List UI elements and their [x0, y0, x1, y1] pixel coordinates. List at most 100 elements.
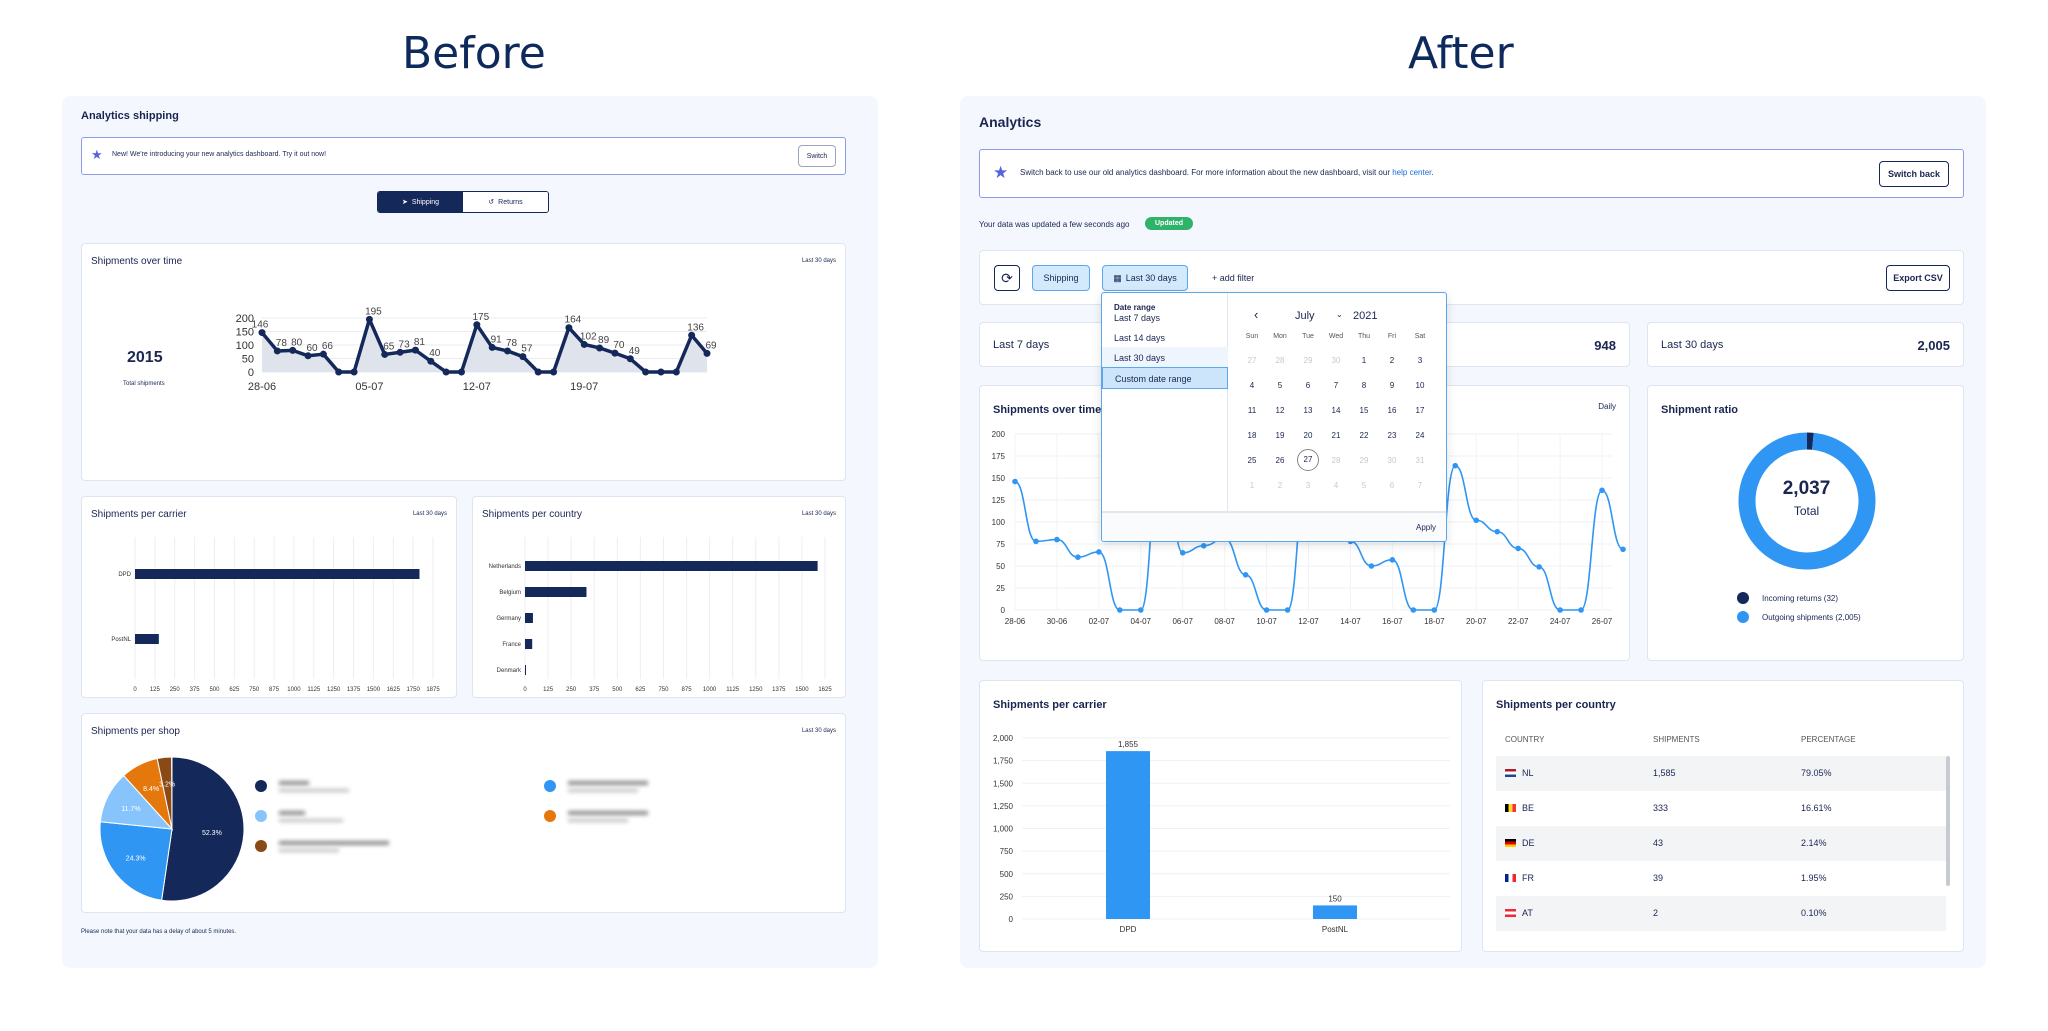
calendar-day[interactable]: 3 — [1305, 481, 1311, 490]
calendar-day[interactable]: 19 — [1275, 431, 1285, 440]
calendar-day[interactable]: 14 — [1331, 406, 1341, 415]
table-row[interactable]: BE 333 16.61% — [1496, 791, 1946, 826]
calendar-day[interactable]: 25 — [1247, 456, 1257, 465]
x-tick-label: 18-07 — [1424, 617, 1445, 626]
legend-dot — [1737, 592, 1749, 604]
send-icon: ➤ — [401, 199, 408, 206]
calendar-day[interactable]: 28 — [1331, 456, 1341, 465]
calendar-day[interactable]: 18 — [1247, 431, 1257, 440]
table-cell: 1,585 — [1653, 768, 1676, 778]
table-row[interactable]: AT 2 0.10% — [1496, 896, 1946, 931]
data-point — [1033, 538, 1039, 545]
table-cell: 79.05% — [1801, 768, 1832, 778]
returns-tab[interactable]: ↺ Returns — [463, 192, 548, 212]
y-tick-label: 75 — [996, 540, 1005, 549]
data-label: 65 — [383, 341, 395, 352]
range-option-14[interactable]: Last 14 days — [1114, 333, 1166, 343]
calendar-day[interactable]: 28 — [1275, 356, 1285, 365]
apply-button[interactable]: Apply — [1415, 523, 1436, 532]
calendar-day[interactable]: 27 — [1247, 356, 1257, 365]
y-tick-label: 175 — [992, 452, 1006, 461]
help-center-link[interactable]: help center — [1392, 168, 1432, 177]
calendar-day[interactable]: 21 — [1331, 431, 1341, 440]
range-option-7[interactable]: Last 7 days — [1114, 313, 1161, 323]
range-option-custom[interactable]: Custom date range — [1102, 367, 1228, 389]
add-filter-button[interactable]: + add filter — [1212, 273, 1255, 283]
calendar-day[interactable]: 7 — [1333, 381, 1339, 390]
switch-back-button[interactable]: Switch back — [1879, 161, 1949, 187]
data-point — [289, 346, 297, 354]
switch-button[interactable]: Switch — [798, 145, 836, 167]
data-point — [473, 321, 481, 329]
stat-value: 948 — [1594, 338, 1616, 353]
calendar-day[interactable]: 5 — [1277, 381, 1283, 390]
calendar-day[interactable]: 4 — [1249, 381, 1255, 390]
x-tick-label: 625 — [635, 687, 646, 693]
calendar-day[interactable]: 4 — [1333, 481, 1339, 490]
category-label: Germany — [496, 616, 521, 622]
data-label: 78 — [506, 338, 518, 349]
weekday-label: Wed — [1328, 333, 1344, 340]
calendar-day[interactable]: 16 — [1387, 406, 1397, 415]
card-title: Shipments over time — [91, 256, 183, 267]
slice-label: 8.4% — [143, 786, 159, 793]
calendar-day[interactable]: 15 — [1359, 406, 1369, 415]
calendar-day[interactable]: 8 — [1361, 381, 1367, 390]
shipping-filter-button[interactable]: Shipping — [1032, 265, 1090, 291]
calendar-day[interactable]: 30 — [1331, 356, 1341, 365]
calendar-day[interactable]: 11 — [1247, 406, 1257, 415]
calendar-day[interactable]: 31 — [1415, 456, 1425, 465]
month-select[interactable]: July — [1295, 310, 1315, 322]
flag-icon — [1505, 874, 1516, 882]
refresh-button[interactable]: ⟳ — [994, 265, 1020, 291]
calendar-day[interactable]: 24 — [1415, 431, 1425, 440]
year-label: 2021 — [1353, 310, 1378, 322]
category-label: DPD — [118, 572, 131, 578]
calendar-day[interactable]: 10 — [1415, 381, 1425, 390]
x-tick-label: 1000 — [287, 687, 301, 693]
calendar-day[interactable]: 1 — [1249, 481, 1255, 490]
flag-icon — [1505, 839, 1516, 847]
calendar-day[interactable]: 22 — [1359, 431, 1369, 440]
calendar-day[interactable]: 26 — [1275, 456, 1285, 465]
before-toggle: ➤ Shipping ↺ Returns — [377, 191, 549, 213]
x-tick-label: 500 — [612, 687, 623, 693]
date-range-button[interactable]: ▦ Last 30 days — [1102, 265, 1188, 291]
calendar-day[interactable]: 29 — [1359, 456, 1369, 465]
data-point — [1452, 462, 1459, 469]
table-row[interactable]: NL 1,585 79.05% — [1496, 756, 1946, 791]
calendar-day[interactable]: 30 — [1387, 456, 1397, 465]
weekday-row: Sun Mon Tue Wed Thu Fri Sat — [1238, 333, 1434, 347]
calendar-day[interactable]: 6 — [1305, 381, 1311, 390]
table-row[interactable]: DE 43 2.14% — [1496, 826, 1946, 861]
data-label: 49 — [629, 346, 641, 357]
prev-month-icon[interactable]: ‹ — [1254, 307, 1259, 322]
shipping-tab[interactable]: ➤ Shipping — [378, 192, 463, 212]
chevron-down-icon[interactable]: ⌄ — [1336, 310, 1343, 319]
calendar-day[interactable]: 27 — [1297, 449, 1319, 471]
calendar-day[interactable]: 13 — [1303, 406, 1313, 415]
table-scrollbar[interactable] — [1946, 756, 1950, 886]
calendar-day[interactable]: 29 — [1303, 356, 1313, 365]
x-tick-label: 12-07 — [1298, 617, 1319, 626]
calendar-day[interactable]: 5 — [1361, 481, 1367, 490]
calendar-day[interactable]: 9 — [1389, 381, 1395, 390]
calendar-day[interactable]: 1 — [1361, 356, 1367, 365]
calendar-day[interactable]: 23 — [1387, 431, 1397, 440]
bar — [1106, 751, 1150, 919]
calendar-day[interactable]: 3 — [1417, 356, 1423, 365]
calendar-day[interactable]: 12 — [1275, 406, 1285, 415]
export-csv-button[interactable]: Export CSV — [1886, 265, 1950, 291]
legend-dot — [1737, 611, 1749, 623]
calendar-day[interactable]: 20 — [1303, 431, 1313, 440]
table-row[interactable]: FR 39 1.95% — [1496, 861, 1946, 896]
calendar-day[interactable]: 2 — [1389, 356, 1395, 365]
x-tick-label: DPD — [1120, 925, 1137, 934]
range-option-30[interactable]: Last 30 days — [1102, 347, 1228, 369]
data-point — [688, 331, 696, 339]
x-tick-label: 1375 — [347, 687, 361, 693]
calendar-day[interactable]: 2 — [1277, 481, 1283, 490]
calendar-day[interactable]: 7 — [1417, 481, 1423, 490]
calendar-day[interactable]: 17 — [1415, 406, 1425, 415]
calendar-day[interactable]: 6 — [1389, 481, 1395, 490]
